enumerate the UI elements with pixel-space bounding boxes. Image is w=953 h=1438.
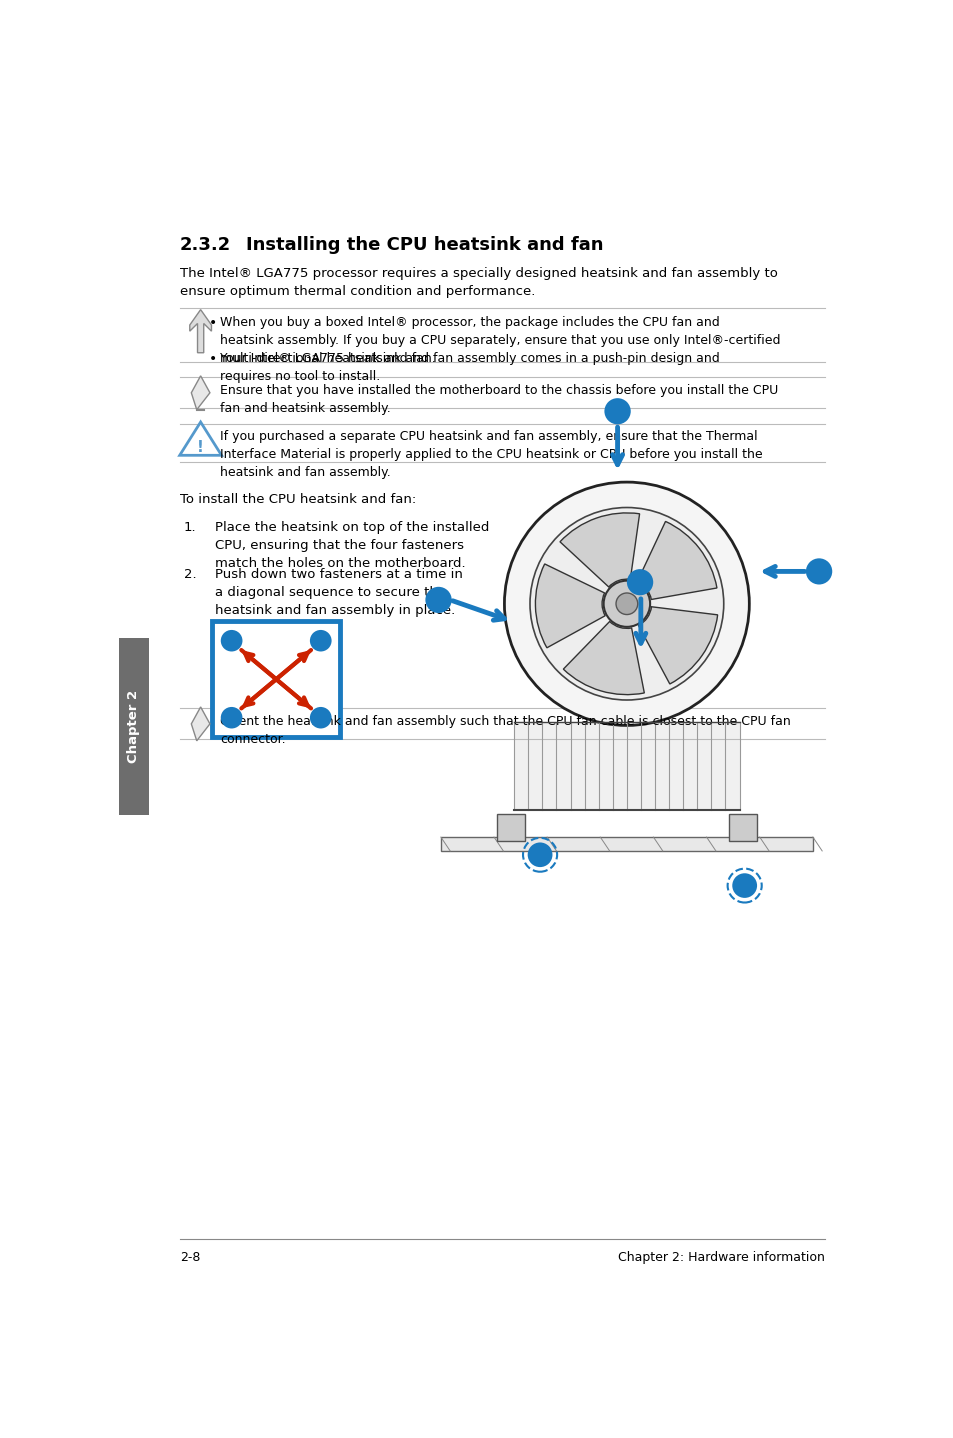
Circle shape (805, 558, 831, 584)
Text: •: • (209, 316, 217, 329)
Text: B: B (434, 594, 443, 607)
Polygon shape (190, 309, 212, 352)
Circle shape (425, 587, 452, 613)
Text: The Intel® LGA775 processor requires a specially designed heatsink and fan assem: The Intel® LGA775 processor requires a s… (179, 267, 777, 298)
Text: •: • (209, 352, 217, 365)
Circle shape (527, 843, 552, 867)
Text: A: A (635, 575, 644, 588)
Text: Installing the CPU heatsink and fan: Installing the CPU heatsink and fan (245, 236, 602, 255)
Text: 2.: 2. (183, 568, 196, 581)
Circle shape (530, 508, 723, 700)
Text: A: A (227, 634, 236, 647)
Polygon shape (192, 707, 210, 741)
Bar (728, 814, 757, 841)
Text: B: B (814, 565, 823, 578)
Circle shape (603, 581, 649, 627)
Text: B: B (315, 634, 325, 647)
Text: Push down two fasteners at a time in
a diagonal sequence to secure the
heatsink : Push down two fasteners at a time in a d… (214, 568, 462, 617)
Wedge shape (637, 522, 717, 600)
Text: Ensure that you have installed the motherboard to the chassis before you install: Ensure that you have installed the mothe… (220, 384, 778, 414)
Wedge shape (563, 621, 643, 695)
Circle shape (604, 398, 630, 424)
Circle shape (220, 630, 242, 651)
FancyBboxPatch shape (212, 621, 340, 736)
Polygon shape (192, 375, 210, 410)
Circle shape (626, 569, 653, 595)
Bar (514, 722, 739, 810)
Circle shape (310, 630, 332, 651)
Text: B: B (227, 712, 236, 725)
Circle shape (732, 873, 757, 897)
Text: 1: 1 (740, 880, 748, 890)
Text: If you purchased a separate CPU heatsink and fan assembly, ensure that the Therm: If you purchased a separate CPU heatsink… (220, 430, 761, 479)
Bar (497, 814, 524, 841)
Text: 1.: 1. (183, 522, 196, 535)
Text: Chapter 2: Chapter 2 (128, 690, 140, 762)
Text: 1: 1 (536, 850, 543, 860)
Bar (440, 837, 812, 851)
Circle shape (310, 707, 332, 729)
Polygon shape (179, 421, 221, 456)
Text: 2-8: 2-8 (179, 1251, 200, 1264)
Wedge shape (535, 564, 604, 647)
Wedge shape (638, 607, 717, 684)
Text: !: ! (197, 440, 204, 454)
Text: Chapter 2: Hardware information: Chapter 2: Hardware information (617, 1251, 823, 1264)
Text: To install the CPU heatsink and fan:: To install the CPU heatsink and fan: (179, 493, 416, 506)
Circle shape (616, 592, 637, 614)
Text: Place the heatsink on top of the installed
CPU, ensuring that the four fasteners: Place the heatsink on top of the install… (214, 522, 489, 571)
Text: 2.3.2: 2.3.2 (179, 236, 231, 255)
Circle shape (220, 707, 242, 729)
Wedge shape (559, 513, 639, 587)
Text: A: A (315, 712, 325, 725)
Circle shape (504, 482, 748, 725)
Text: Orient the heatsink and fan assembly such that the CPU fan cable is closest to t: Orient the heatsink and fan assembly suc… (220, 715, 790, 746)
Text: A: A (612, 404, 621, 418)
Bar (119, 637, 149, 815)
Text: Your Intel® LGA775 heatsink and fan assembly comes in a push-pin design and
requ: Your Intel® LGA775 heatsink and fan asse… (220, 352, 719, 383)
Text: When you buy a boxed Intel® processor, the package includes the CPU fan and
heat: When you buy a boxed Intel® processor, t… (220, 316, 780, 365)
